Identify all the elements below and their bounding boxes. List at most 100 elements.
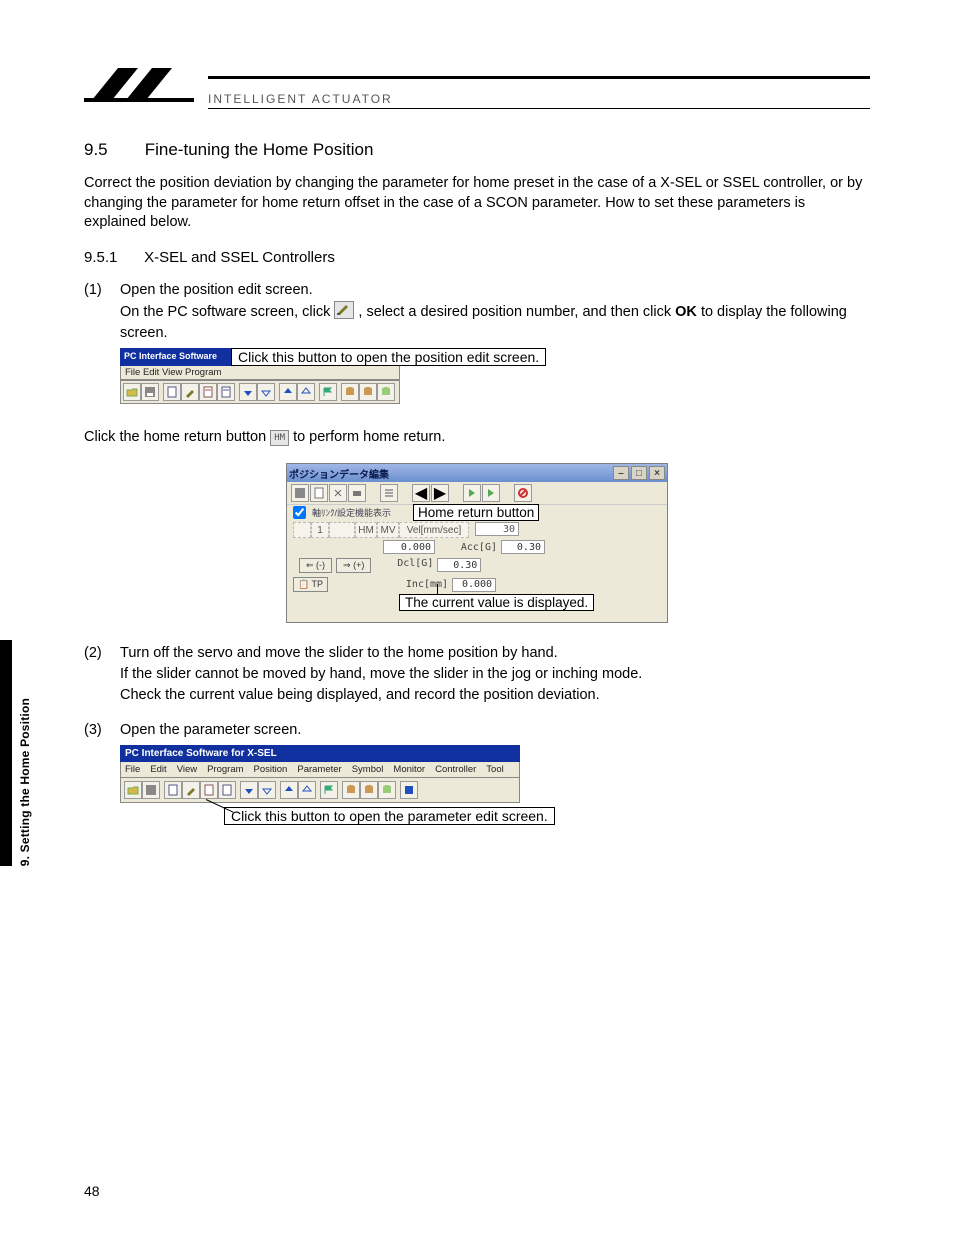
down-outline-icon[interactable] [257,383,275,401]
side-chapter-label: 9. Setting the Home Position [18,698,32,866]
brand-text: INTELLIGENT ACTUATOR [208,92,393,106]
menu-tool[interactable]: Tool [486,764,503,775]
up-outline-icon[interactable] [297,383,315,401]
maximize-icon[interactable]: □ [631,466,647,480]
doc1-icon[interactable] [163,383,181,401]
shot2-inc-value[interactable]: 0.000 [452,578,496,592]
s3-doc1-icon[interactable] [164,781,182,799]
shot2-callout-current-value: The current value is displayed. [399,594,594,611]
jog-back-button[interactable]: ⇐ (-) [299,558,332,573]
close-icon[interactable]: × [649,466,665,480]
s3-open-icon[interactable] [124,781,142,799]
s2-list-icon[interactable] [380,484,398,502]
s3-down-blue-icon[interactable] [240,781,258,799]
cyl2-icon[interactable] [359,383,377,401]
up-blue-icon[interactable] [279,383,297,401]
s2-run2-icon[interactable] [482,484,500,502]
cyl1-icon[interactable] [341,383,359,401]
hm-button-icon: HM [270,430,289,446]
screenshot-position-window: ポジションデータ編集 – □ × ◀ ▶ [286,463,668,623]
menu-symbol[interactable]: Symbol [352,764,384,775]
step-2-num: (2) [84,643,120,706]
shot2-checkbox-row: 軸ﾘﾝｸ/設定機能表示 Home return button [287,505,667,520]
s3-up-blue-icon[interactable] [280,781,298,799]
tp-label: TP [312,579,324,589]
shot1-toolbar [120,380,400,404]
shot2-row-label: 軸ﾘﾝｸ/設定機能表示 [312,506,391,519]
s3-save-icon[interactable] [142,781,160,799]
shot3-titlebar: PC Interface Software for X-SEL [120,745,520,762]
shot2-dcl-value[interactable]: 0.30 [437,558,481,572]
step-1-num: (1) [84,280,120,344]
s2-save-icon[interactable] [291,484,309,502]
section-number: 9.5 [84,140,140,160]
menu-edit[interactable]: Edit [150,764,166,775]
menu-file[interactable]: File [125,764,140,775]
s3-cyl2-icon[interactable] [360,781,378,799]
shot2-hdr-mv[interactable]: MV [377,522,399,538]
shot2-vel-value[interactable]: 30 [475,522,519,536]
s3-doc3-icon[interactable] [218,781,236,799]
shot3-menubar[interactable]: File Edit View Program Position Paramete… [120,762,520,777]
section-intro: Correct the position deviation by changi… [84,174,870,233]
shot2-header-row: 1 HM MV Vel[mm/sec] 30 [287,520,667,540]
subsection-heading: 9.5.1 X-SEL and SSEL Controllers [84,249,870,266]
s3-cyl3-icon[interactable] [378,781,396,799]
s2-run1-icon[interactable] [463,484,481,502]
s2-print-icon[interactable] [348,484,366,502]
cyl3-icon[interactable] [377,383,395,401]
shot2-acc-value[interactable]: 0.30 [501,540,545,554]
shot2-titlebar: ポジションデータ編集 – □ × [287,464,667,482]
tp-button[interactable]: 📋 TP [293,577,328,592]
s3-edit-icon[interactable] [182,781,200,799]
side-black-bar [0,640,12,866]
s3-stop-icon[interactable] [400,781,418,799]
s2-cut-icon[interactable] [329,484,347,502]
logo [84,60,384,116]
shot3-toolbar [120,777,520,803]
menu-position[interactable]: Position [254,764,288,775]
doc3-icon[interactable] [217,383,235,401]
shot2-callout-home-return: Home return button [413,504,539,521]
save-icon[interactable] [141,383,159,401]
shot2-checkbox[interactable] [293,506,306,519]
edit-icon[interactable] [181,383,199,401]
menu-view[interactable]: View [177,764,197,775]
shot1-menubar[interactable]: File Edit View Program [120,366,400,380]
open-icon[interactable] [123,383,141,401]
side-tab: 9. Setting the Home Position [0,640,32,866]
shot1-callout: Click this button to open the position e… [231,348,546,366]
s3-doc2-icon[interactable] [200,781,218,799]
screenshot-toolbar-2: PC Interface Software for X-SEL File Edi… [120,745,520,803]
shot1-titlebar: PC Interface Software [120,348,232,366]
menu-controller[interactable]: Controller [435,764,476,775]
position-edit-icon [334,301,354,319]
logo-mark-icon [84,60,194,108]
page-number: 48 [84,1183,100,1199]
doc2-icon[interactable] [199,383,217,401]
jog-fwd-button[interactable]: ⇒ (+) [336,558,371,573]
flag-icon[interactable] [319,383,337,401]
s2-next-icon[interactable]: ▶ [431,484,449,502]
s3-flag-icon[interactable] [320,781,338,799]
minimize-icon[interactable]: – [613,466,629,480]
s2-prev-icon[interactable]: ◀ [412,484,430,502]
step-2-l2: If the slider cannot be moved by hand, m… [120,666,642,682]
menu-parameter[interactable]: Parameter [297,764,341,775]
s2-doc-icon[interactable] [310,484,328,502]
s3-up-outline-icon[interactable] [298,781,316,799]
shot2-hdr-num: 1 [311,522,329,538]
section-heading: 9.5 Fine-tuning the Home Position [84,140,870,160]
shot2-hdr-hm[interactable]: HM [355,522,377,538]
shot2-inc-label: Inc[mm] [390,579,448,590]
shot2-values: 0.000 Acc[G] 0.30 ⇐ (-) ⇒ (+) Dcl[G] 0.3… [287,540,667,594]
s3-cyl1-icon[interactable] [342,781,360,799]
s2-stop-icon[interactable] [514,484,532,502]
s3-down-outline-icon[interactable] [258,781,276,799]
menu-program[interactable]: Program [207,764,243,775]
down-blue-icon[interactable] [239,383,257,401]
menu-monitor[interactable]: Monitor [393,764,425,775]
shot2-title-text: ポジションデータ編集 [289,466,389,481]
shot3-callout: Click this button to open the parameter … [224,807,555,825]
step-1: (1) Open the position edit screen. On th… [84,280,870,344]
